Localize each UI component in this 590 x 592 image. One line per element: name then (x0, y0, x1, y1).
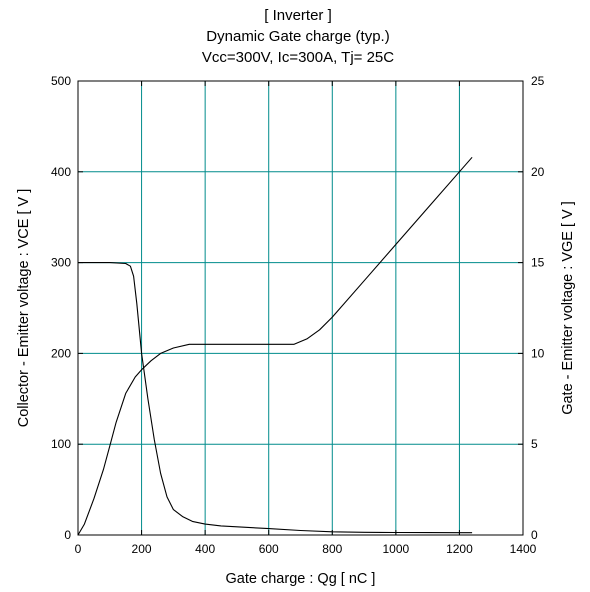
vge-curve (77, 156, 473, 536)
y-axis-right-label: Gate - Emitter voltage : VGE [ V ] (560, 201, 576, 415)
y-left-tick-label-0: 0 (64, 528, 71, 542)
x-tick-label-600: 600 (259, 542, 279, 556)
x-tick-label-200: 200 (132, 542, 152, 556)
title-line-0: [ Inverter ] (264, 7, 332, 24)
vce-curve (78, 262, 473, 534)
x-tick-label-0: 0 (75, 542, 82, 556)
y-left-tick-label-200: 200 (51, 346, 71, 360)
chart-title: [ Inverter ] Dynamic Gate charge (typ.) Vc… (202, 7, 394, 66)
y-left-tick-label-500: 500 (51, 74, 71, 88)
tick-labels: 0 200 400 600 800 1000 1200 1400010020030040050… (51, 74, 545, 556)
x-axis-label: Gate charge : Qg [ nC ] (226, 571, 376, 587)
y-right-tick-label-25: 25 (531, 74, 545, 88)
x-tick-label-400: 400 (195, 542, 215, 556)
y-right-tick-label-10: 10 (531, 346, 545, 360)
plot-frame (77, 80, 524, 536)
title-line-2: Vcc=300V, Ic=300A, Tj= 25C (202, 49, 394, 66)
y-left-tick-label-100: 100 (51, 437, 71, 451)
y-left-tick-label-300: 300 (51, 256, 71, 270)
x-tick-label-1200: 1200 (446, 542, 473, 556)
x-tick-label-800: 800 (322, 542, 342, 556)
x-tick-label-1000: 1000 (383, 542, 410, 556)
y-right-tick-label-0: 0 (531, 528, 538, 542)
y-left-tick-label-400: 400 (51, 165, 71, 179)
title-line-1: Dynamic Gate charge (typ.) (206, 28, 389, 45)
tick-marks (77, 80, 524, 536)
grid (78, 81, 523, 535)
y-right-tick-label-5: 5 (531, 437, 538, 451)
y-right-tick-label-15: 15 (531, 256, 545, 270)
x-tick-label-1400: 1400 (510, 542, 537, 556)
series (77, 156, 473, 536)
y-right-tick-label-20: 20 (531, 165, 545, 179)
y-axis-left-label: Collector - Emitter voltage : VCE [ V ] (16, 189, 32, 428)
